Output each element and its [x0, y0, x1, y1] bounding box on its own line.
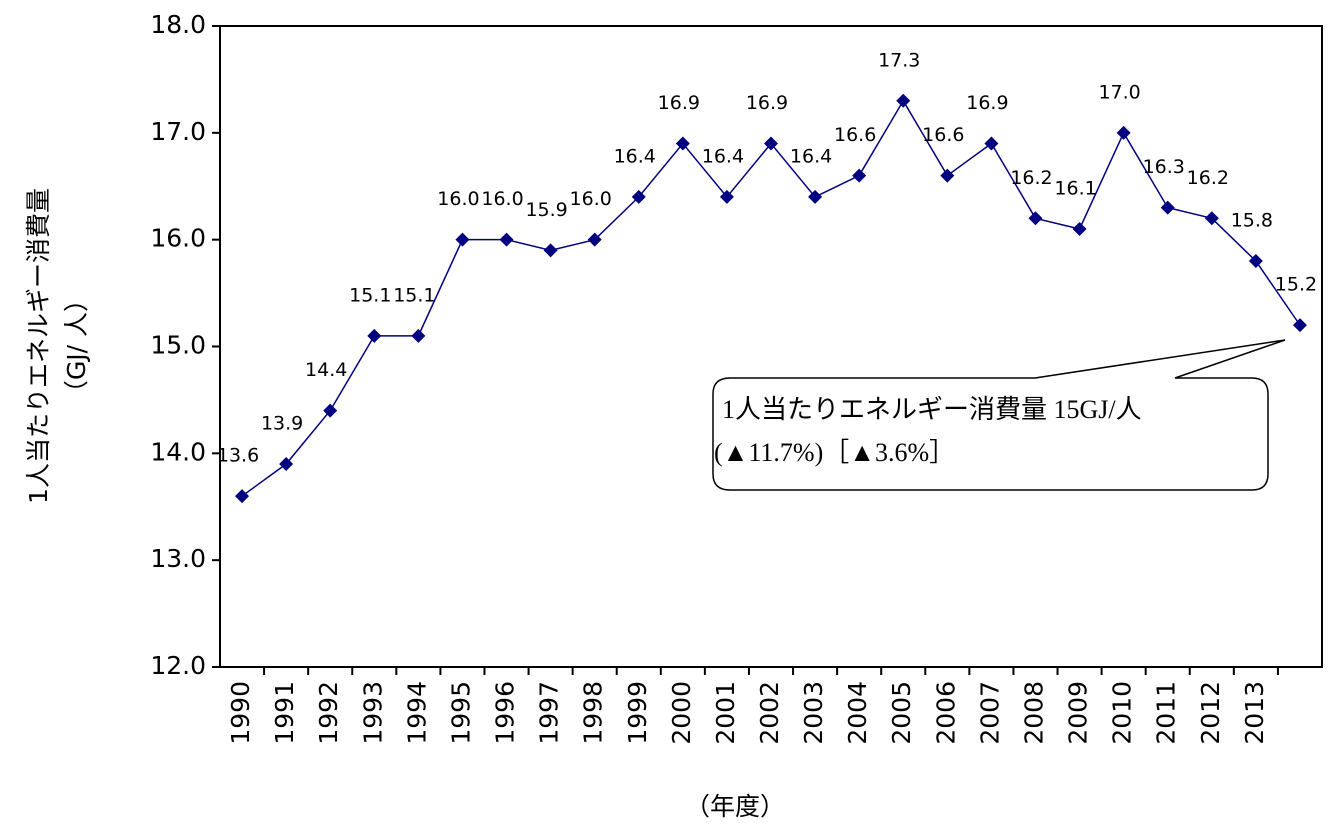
marker [984, 136, 999, 151]
x-tick-label: 2013 [1240, 681, 1269, 745]
annotation: (▲11.7%)［▲3.6%］ [714, 438, 955, 467]
x-tick-label: 1998 [579, 681, 608, 745]
marker [499, 232, 514, 247]
marker [1160, 200, 1175, 215]
y-tick-label: 12.0 [150, 651, 206, 680]
marker [543, 243, 558, 258]
x-tick-label: 2000 [667, 681, 696, 745]
data-label: 16.0 [481, 188, 523, 210]
x-tick-label: 1990 [226, 681, 255, 745]
x-tick-label: 2004 [843, 681, 872, 745]
x-tick-label: 2006 [931, 681, 960, 745]
marker [675, 136, 690, 151]
x-axis-label: （年度） [685, 792, 785, 821]
marker [455, 232, 470, 247]
marker [279, 457, 294, 472]
data-label: 15.1 [349, 284, 391, 306]
data-label: 16.6 [834, 124, 876, 146]
plot-frame [219, 25, 1323, 668]
x-tick-label: 1993 [358, 681, 387, 745]
x-tick-label: 2009 [1064, 681, 1093, 745]
x-tick-label: 1994 [402, 681, 431, 745]
annotation: 1人当たりエネルギー消費量 15GJ/人 [722, 395, 1142, 424]
marker [808, 189, 823, 204]
data-label: 17.0 [1098, 81, 1140, 103]
data-label: 13.6 [217, 445, 259, 467]
data-label: 16.9 [658, 92, 700, 114]
data-label: 16.6 [922, 124, 964, 146]
x-tick-label: 2005 [887, 681, 916, 745]
marker [323, 403, 338, 418]
x-tick-label: 2011 [1152, 681, 1181, 745]
data-label: 13.9 [261, 413, 303, 435]
data-label: 16.0 [437, 188, 479, 210]
x-tick-label: 1996 [491, 681, 520, 745]
marker [1292, 318, 1307, 333]
x-tick-label: 2010 [1108, 681, 1137, 745]
x-tick-label: 1995 [446, 681, 475, 745]
data-label: 15.8 [1231, 210, 1273, 232]
data-label: 16.4 [614, 145, 656, 167]
marker [719, 189, 734, 204]
x-tick-label: 1997 [535, 681, 564, 745]
y-tick-label: 13.0 [150, 544, 206, 573]
y-tick-label: 18.0 [150, 10, 206, 39]
y-tick-label: 17.0 [150, 117, 206, 146]
marker [1248, 254, 1263, 269]
marker [587, 232, 602, 247]
x-tick-label: 2008 [1019, 681, 1048, 745]
data-label: 16.9 [966, 92, 1008, 114]
data-label: 16.4 [702, 145, 744, 167]
x-tick-label: 1991 [270, 681, 299, 745]
x-tick-label: 1992 [314, 681, 343, 745]
data-label: 15.2 [1275, 274, 1317, 296]
marker [1116, 125, 1131, 140]
marker [411, 328, 426, 343]
data-label: 16.0 [570, 188, 612, 210]
data-label: 17.3 [878, 49, 920, 71]
marker [896, 93, 911, 108]
marker [367, 328, 382, 343]
y-tick-label: 14.0 [150, 437, 206, 466]
data-label: 14.4 [305, 359, 347, 381]
x-tick-label: 1999 [623, 681, 652, 745]
y-tick-label: 16.0 [150, 224, 206, 253]
marker [764, 136, 778, 151]
marker [1072, 221, 1087, 236]
data-label: 16.1 [1054, 177, 1096, 199]
data-label: 15.1 [393, 284, 435, 306]
data-label: 16.3 [1143, 156, 1185, 178]
y-tick-label: 15.0 [150, 331, 206, 360]
x-tick-label: 2002 [755, 681, 784, 745]
marker [1204, 211, 1219, 226]
x-tick-label: 2007 [975, 681, 1004, 745]
data-label: 16.9 [746, 92, 788, 114]
y-axis-label: （GJ/ 人） [62, 287, 91, 405]
x-tick-label: 2001 [711, 681, 740, 745]
data-label: 15.9 [525, 199, 567, 221]
marker [631, 189, 646, 204]
marker [235, 489, 250, 504]
data-label: 16.2 [1010, 167, 1052, 189]
x-tick-label: 2012 [1196, 681, 1225, 745]
marker [852, 168, 867, 183]
y-axis-label: 1人当たりエネルギー消費量 [24, 188, 53, 504]
data-label: 16.4 [790, 145, 832, 167]
callout [712, 339, 1286, 491]
marker [1028, 211, 1043, 226]
data-label: 16.2 [1187, 167, 1229, 189]
x-tick-label: 2003 [799, 681, 828, 745]
marker [940, 168, 955, 183]
